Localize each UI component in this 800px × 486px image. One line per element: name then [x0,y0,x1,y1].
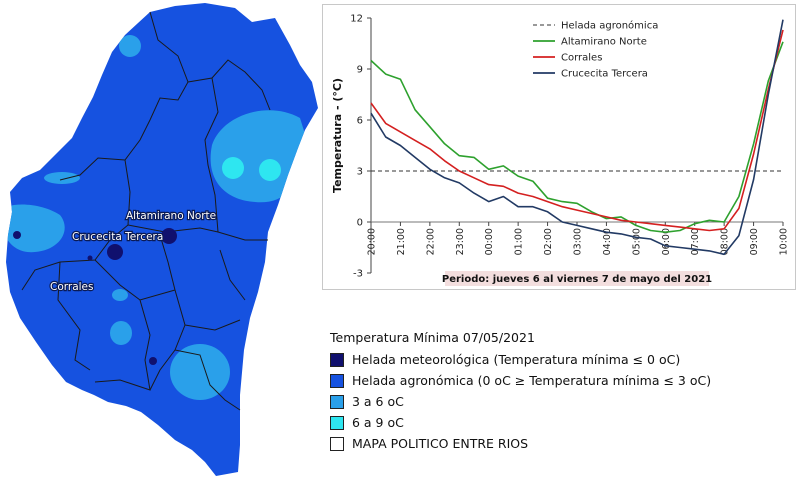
zone-3-6-north [119,35,141,57]
station-label-crucecita: Crucecita Tercera [72,231,163,243]
x-tick-label: 02:00 [543,228,554,255]
department-borders [21,11,271,411]
station-labels: Altamirano Norte Crucecita Tercera Corra… [49,209,218,294]
frost-spot-south [149,357,157,365]
period-label-bg [445,271,709,286]
temperature-chart: -3 0 3 6 9 12 20:00 21:00 22:00 23:00 00:00 01:00 02… [322,4,796,290]
station-label-altamirano: Altamirano Norte [126,210,216,222]
station-label-corrales: Corrales [50,281,94,293]
chart-legend-label-3: Crucecita Tercera [561,69,648,80]
legend-swatch [330,373,344,388]
zone-3-6-center [110,321,132,345]
zone-3-6-west [6,204,65,253]
zone-3-6-east [210,110,310,203]
y-tick-label: 6 [357,116,363,127]
legend-swatch [330,415,344,430]
frost-spot-crucecita [107,244,123,260]
x-tick-label: 09:00 [749,228,760,255]
legend-swatch [330,352,344,367]
x-tick-label: 08:00 [720,228,731,255]
chart-legend-label-0: Helada agronómica [561,20,658,32]
chart-legend-label-1: Altamirano Norte [561,37,647,48]
zone-6-9-east-a [222,157,244,179]
legend-item-mapa-politico: MAPA POLITICO ENTRE RIOS [330,433,790,454]
series-line-3 [370,19,784,256]
zone-3-6-corrales [112,289,128,301]
legend-swatch [330,394,344,409]
legend-label: Helada agronómica (0 oC ≥ Temperatura mí… [352,373,712,388]
y-tick-label: 9 [357,65,363,76]
temperature-chart-svg: -3 0 3 6 9 12 20:00 21:00 22:00 23:00 00:00 01:00 02… [331,14,790,286]
legend-label: 6 a 9 oC [352,415,404,430]
period-label: Periodo: jueves 6 al viernes 7 de mayo d… [442,274,712,285]
legend-item-3-6: 3 a 6 oC [330,391,790,412]
frost-spot-small [87,255,93,261]
frost-spot-west [13,231,21,239]
legend-item-6-9: 6 a 9 oC [330,412,790,433]
x-tick-label: 04:00 [602,228,613,255]
zone-3-6-northwest [44,172,80,184]
legend-title: Temperatura Mínima 07/05/2021 [330,330,535,345]
x-tick-label: 22:00 [425,228,436,255]
x-tick-label: 20:00 [367,228,378,255]
y-tick-label: 3 [357,167,363,178]
temperature-zones [6,35,310,400]
legend-swatch [330,436,344,451]
entre-rios-map: Altamirano Norte Crucecita Tercera Corra… [0,0,318,482]
zone-3-6-southeast [170,344,230,400]
legend-label: MAPA POLITICO ENTRE RIOS [352,436,529,451]
x-tick-label: 03:00 [573,228,584,255]
legend-label: Helada meteorológica (Temperatura mínima… [352,352,681,367]
legend-label: 3 a 6 oC [352,394,404,409]
y-tick-label: 12 [350,14,363,25]
series-line-1 [370,41,784,233]
zone-6-9-east-b [259,159,281,181]
y-tick-label: 0 [357,218,363,229]
map-legend: Temperatura Mínima 07/05/2021 Helada met… [330,330,790,454]
x-tick-label: 05:00 [631,228,642,255]
frost-spot-altamirano [161,228,177,244]
y-axis-title: Temperatura - (°C) [331,78,344,193]
x-tick-label: 07:00 [690,228,701,255]
x-tick-label: 06:00 [661,228,672,255]
x-tick-label: 01:00 [514,228,525,255]
x-tick-label: 10:00 [779,228,790,255]
y-tick-label: -3 [353,269,363,280]
chart-legend-label-2: Corrales [561,53,602,64]
x-tick-label: 21:00 [396,228,407,255]
series-line-2 [370,29,784,232]
frost-spots [13,228,177,365]
legend-item-helada-meteorologica: Helada meteorológica (Temperatura mínima… [330,349,790,370]
x-tick-label: 23:00 [455,228,466,255]
x-tick-label: 00:00 [484,228,495,255]
legend-item-helada-agronomica: Helada agronómica (0 oC ≥ Temperatura mí… [330,370,790,391]
temperature-map-svg: Altamirano Norte Crucecita Tercera Corra… [6,3,318,476]
